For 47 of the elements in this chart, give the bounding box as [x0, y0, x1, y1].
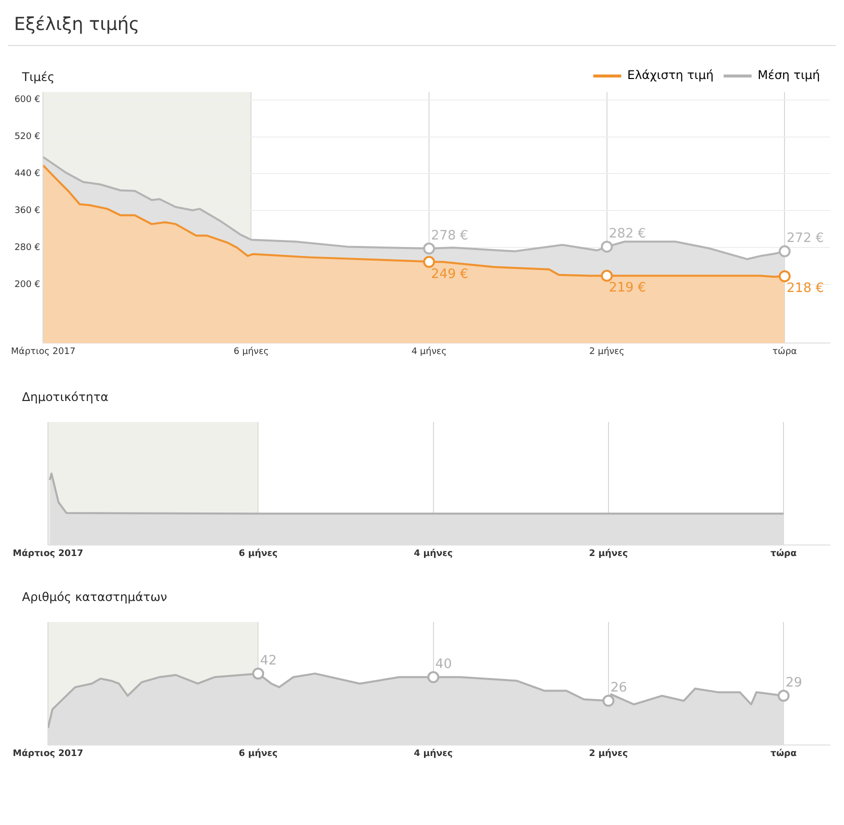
x-tick-label: 2 μήνες	[589, 346, 624, 357]
x-tick-label: Μάρτιος 2017	[12, 748, 84, 759]
point	[600, 270, 613, 282]
point	[778, 690, 790, 702]
y-tick-label: 520 €	[14, 132, 40, 142]
x-tick-label: τώρα	[770, 548, 797, 559]
x-tick-label: 4 μήνες	[414, 548, 453, 559]
annotation: 29	[786, 676, 802, 691]
legend-label: Ελάχιστη τιμή	[627, 68, 714, 82]
x-tick-label: 2 μήνες	[588, 548, 628, 559]
x-tick-label: Μάρτιος 2017	[10, 346, 76, 357]
annotation: 272 €	[786, 231, 824, 246]
point	[778, 245, 791, 258]
chart-title: Αριθμός καταστημάτων	[22, 590, 168, 604]
annotation: 40	[435, 657, 452, 672]
annotation: 42	[260, 653, 277, 668]
point	[778, 270, 791, 282]
point	[602, 694, 614, 707]
chart-title: Εξέλιξη τιμής	[8, 14, 836, 46]
y-tick-label: 440 €	[14, 169, 40, 180]
x-tick-label: 6 μήνες	[234, 346, 269, 357]
annotation: 282 €	[608, 226, 646, 242]
x-tick-label: 6 μήνες	[238, 748, 278, 759]
chart-subtitle: Τιμές	[22, 70, 55, 84]
y-tick-label: 280 €	[14, 242, 40, 253]
x-tick-label: 6 μήνες	[238, 548, 278, 559]
annotation: 26	[610, 680, 627, 696]
chart-title: Δημοτικότητα	[22, 390, 110, 404]
y-tick-label: 600 €	[14, 95, 40, 106]
x-tick-label: 4 μήνες	[411, 346, 447, 357]
legend-label: Μέση τιμή	[758, 68, 820, 82]
point	[427, 671, 440, 684]
point	[600, 240, 613, 253]
annotation: 249 €	[431, 266, 468, 282]
point	[252, 668, 264, 680]
annotation: 219 €	[608, 280, 646, 296]
x-tick-label: 2 μήνες	[588, 748, 628, 759]
y-tick-label: 360 €	[14, 206, 40, 216]
x-tick-label: Μάρτιος 2017	[12, 548, 84, 559]
x-tick-label: τώρα	[772, 346, 798, 357]
x-tick-label: 4 μήνες	[414, 748, 453, 759]
y-tick-label: 200 €	[14, 280, 40, 290]
point	[423, 242, 436, 255]
x-tick-label: τώρα	[770, 748, 797, 759]
annotation: 278 €	[431, 228, 468, 244]
annotation: 218 €	[786, 281, 824, 296]
point	[423, 256, 436, 268]
